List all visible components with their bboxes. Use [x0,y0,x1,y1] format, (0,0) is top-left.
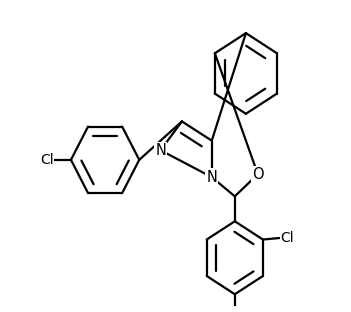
Text: N: N [155,143,166,158]
Text: N: N [206,170,217,185]
Text: O: O [252,167,264,182]
Text: Cl: Cl [40,153,54,167]
Text: Cl: Cl [280,231,293,245]
